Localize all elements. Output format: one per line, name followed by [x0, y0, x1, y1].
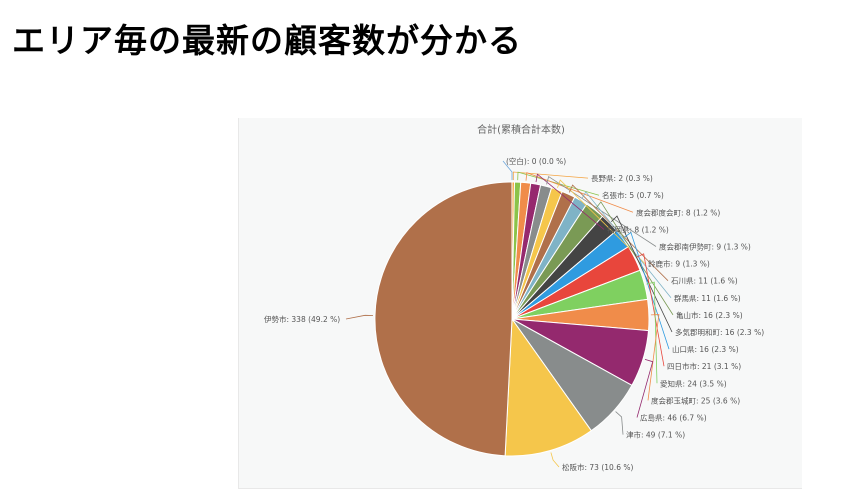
pie-chart: 合計(累積合計本数) (空白): 0 (0.0 %) 長野県: 2 (0.3 %)… — [264, 123, 764, 472]
leader-line — [581, 191, 672, 299]
data-label: 伊勢市: 338 (49.2 %) — [264, 314, 340, 324]
chart-title: 合計(累積合計本数) — [477, 123, 565, 136]
data-label: 松阪市: 73 (10.6 %) — [562, 462, 633, 472]
leader-line — [647, 314, 660, 401]
pie-slice[interactable] — [504, 317, 593, 457]
data-label: 群馬県: 11 (1.6 %) — [674, 293, 741, 303]
data-label: 多気郡明和町: 16 (2.3 %) — [675, 327, 764, 337]
leader-line — [624, 231, 670, 350]
leader-line — [557, 179, 646, 264]
page-title: エリア毎の最新の顧客数が分かる — [12, 21, 522, 60]
leader-line — [646, 281, 658, 384]
data-label: 津市: 49 (7.1 %) — [626, 430, 685, 440]
leader-line — [615, 411, 624, 435]
leader-line — [502, 160, 513, 180]
data-label: 広島県: 46 (6.7 %) — [640, 413, 707, 423]
data-label: 山口県: 16 (2.3 %) — [672, 344, 739, 354]
leader-line — [636, 359, 654, 418]
data-label: 度会郡玉城町: 25 (3.6 %) — [651, 395, 740, 405]
data-label: 福岡県: 8 (1.2 %) — [607, 225, 669, 234]
leader-line — [550, 452, 560, 468]
data-label: 度会郡度会町: 8 (1.2 %) — [636, 207, 720, 217]
data-label: 名張市: 5 (0.7 %) — [602, 190, 664, 200]
data-label: 鈴鹿市: 9 (1.3 %) — [648, 259, 710, 269]
data-label: 四日市市: 21 (3.1 %) — [667, 361, 741, 371]
pie-slice[interactable] — [374, 181, 513, 457]
data-label: 度会郡南伊勢町: 9 (1.3 %) — [659, 242, 751, 252]
chart-panel: 合計(累積合計本数) (空白): 0 (0.0 %) 長野県: 2 (0.3 %)… — [238, 118, 802, 489]
leader-line — [535, 173, 605, 230]
leader-line — [525, 172, 634, 213]
data-label: 亀山市: 16 (2.3 %) — [676, 310, 743, 320]
data-label: 愛知県: 24 (3.5 %) — [660, 378, 727, 388]
data-label: 長野県: 2 (0.3 %) — [591, 174, 653, 183]
leader-line — [345, 314, 374, 320]
leader-line — [595, 201, 674, 316]
data-label: (空白): 0 (0.0 %) — [506, 156, 566, 166]
leader-line — [512, 171, 589, 180]
leader-line — [517, 171, 600, 196]
leader-line — [611, 215, 673, 333]
data-label: 石川県: 11 (1.6 %) — [671, 277, 738, 286]
